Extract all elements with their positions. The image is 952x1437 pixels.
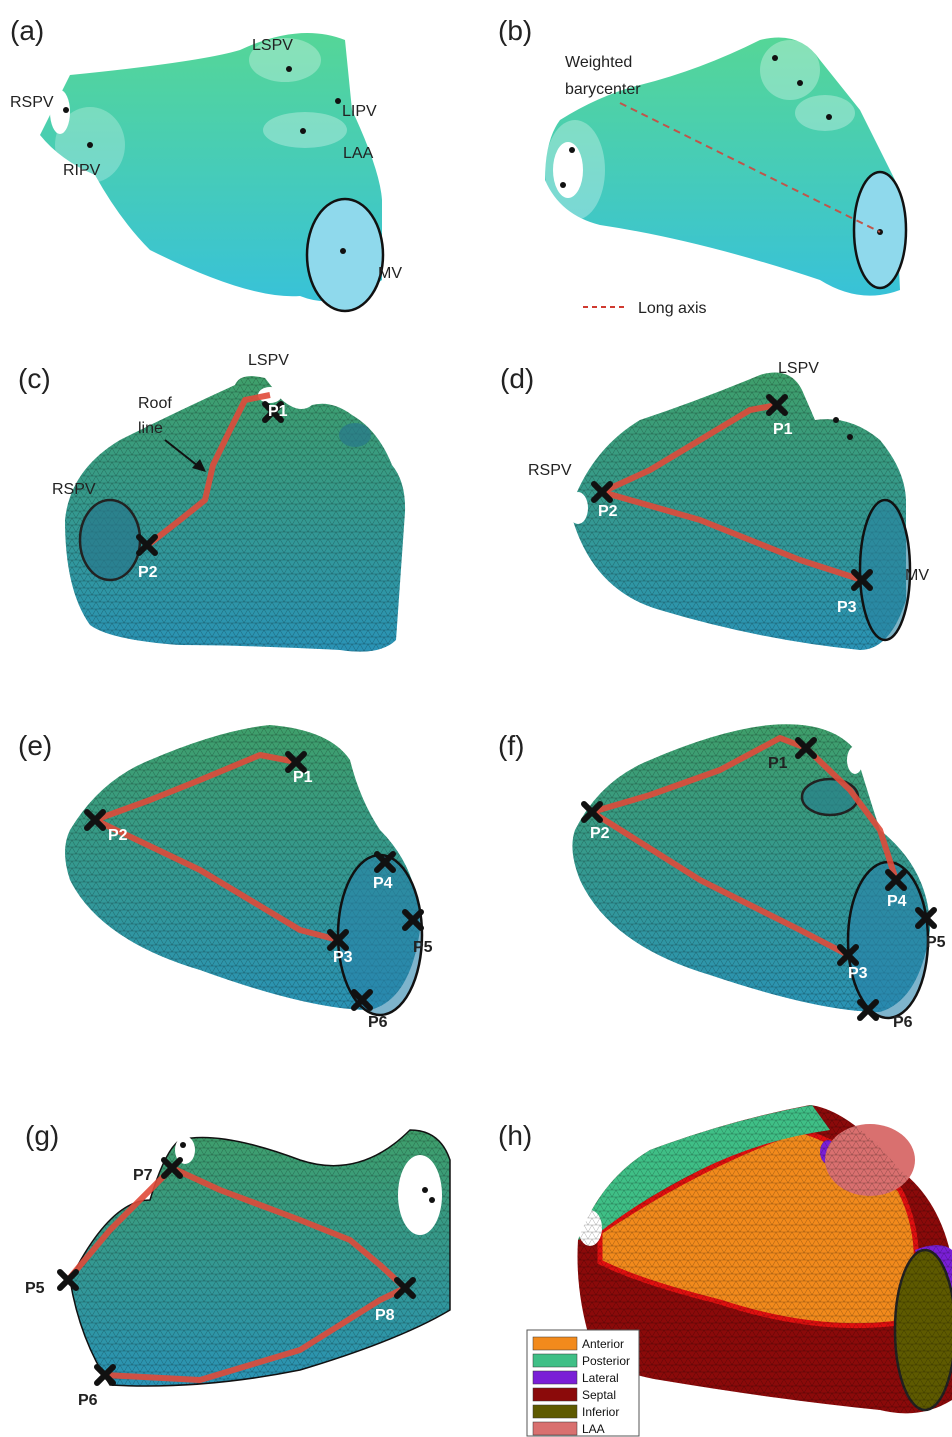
annotation: P2: [138, 564, 158, 581]
annotation: P5: [926, 934, 946, 951]
annotation: Weighted: [565, 54, 632, 71]
legend-label: Posterior: [582, 1354, 630, 1368]
annotation: MV: [378, 265, 402, 282]
annotation: P6: [78, 1392, 98, 1409]
legend-label: Inferior: [582, 1405, 619, 1419]
legend-swatch: [533, 1422, 577, 1435]
point: [560, 182, 566, 188]
region: [760, 40, 820, 100]
legend-label: Septal: [582, 1388, 616, 1402]
annotation: barycenter: [565, 81, 641, 98]
annotation: LIPV: [342, 103, 377, 120]
point: [772, 55, 778, 61]
annotation: P6: [368, 1014, 388, 1031]
point: [826, 114, 832, 120]
panel-label: (b): [498, 15, 532, 46]
region: [398, 1155, 442, 1235]
legend-label: Lateral: [582, 1371, 619, 1385]
annotation: P5: [413, 939, 433, 956]
point: [335, 98, 341, 104]
panel-label: (a): [10, 15, 44, 46]
point: [569, 147, 575, 153]
annotation: LSPV: [252, 37, 293, 54]
panel-label: (h): [498, 1120, 532, 1151]
region: [307, 199, 383, 311]
point: [300, 128, 306, 134]
legend-swatch: [533, 1354, 577, 1367]
region: [568, 492, 588, 524]
point: [833, 417, 839, 423]
panel-label: (g): [25, 1120, 59, 1151]
annotation: P1: [268, 403, 288, 420]
annotation: P8: [375, 1307, 395, 1324]
annotation: RSPV: [52, 481, 96, 498]
annotation: P2: [108, 827, 128, 844]
legend-label: Long axis: [638, 300, 707, 317]
annotation: P3: [848, 965, 868, 982]
annotation: P4: [887, 893, 907, 910]
surface: [70, 1130, 450, 1386]
legend-swatch: [533, 1371, 577, 1384]
page: {"panels": [ {"label": "(a)", "annotatio…: [0, 0, 952, 1437]
region: [80, 500, 140, 580]
annotation: MV: [905, 567, 929, 584]
panel-label: (f): [498, 730, 524, 761]
annotation: P6: [893, 1014, 913, 1031]
annotation: RSPV: [10, 94, 54, 111]
annotation: P1: [768, 755, 788, 772]
annotation: P2: [598, 503, 618, 520]
panel-label: (d): [500, 363, 534, 394]
legend-swatch: [533, 1388, 577, 1401]
panel-label: (c): [18, 363, 51, 394]
point: [63, 107, 69, 113]
annotation: P3: [837, 599, 857, 616]
region: [802, 779, 858, 815]
annotation: P3: [333, 949, 353, 966]
annotation: RSPV: [528, 462, 572, 479]
annotation: P5: [25, 1280, 45, 1297]
annotation: LSPV: [778, 360, 819, 377]
legend-swatch: [533, 1405, 577, 1418]
annotation: RIPV: [63, 162, 101, 179]
region: [553, 142, 583, 198]
annotation: P1: [773, 421, 793, 438]
annotation: Roof: [138, 395, 172, 412]
region: [339, 423, 371, 447]
annotation: LAA: [343, 145, 374, 162]
region: [795, 95, 855, 131]
annotation: line: [138, 420, 163, 437]
legend-swatch: [533, 1337, 577, 1350]
point: [847, 434, 853, 440]
legend-label: Anterior: [582, 1337, 624, 1351]
annotation: P1: [293, 769, 313, 786]
point: [429, 1197, 435, 1203]
region: [847, 746, 863, 774]
annotation: P2: [590, 825, 610, 842]
legend-label: LAA: [582, 1422, 605, 1436]
point: [286, 66, 292, 72]
panel-label: (e): [18, 730, 52, 761]
point: [87, 142, 93, 148]
point: [340, 248, 346, 254]
annotation: LSPV: [248, 352, 289, 369]
point: [422, 1187, 428, 1193]
figure: Anterior Posterior Lateral Septal Inferior LA…: [0, 0, 952, 1437]
point: [797, 80, 803, 86]
region: [860, 500, 910, 640]
annotation: P4: [373, 875, 393, 892]
point: [180, 1142, 186, 1148]
annotation: P7: [133, 1167, 153, 1184]
